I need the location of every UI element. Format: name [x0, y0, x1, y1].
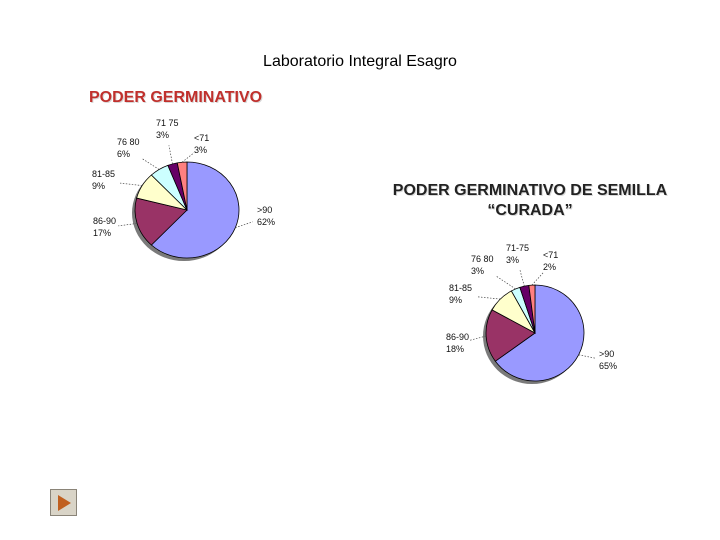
slice-label-name: 86-90 [446, 332, 469, 342]
slice-label-name: >90 [599, 349, 614, 359]
slice-label-percent: 3% [506, 255, 519, 265]
leader-line [118, 223, 138, 227]
chart-2-title: PODER GERMINATIVO DE SEMILLA “CURADA” [392, 182, 668, 219]
leader-line [141, 157, 160, 170]
slice-label-percent: 2% [543, 262, 556, 272]
leader-line [477, 296, 501, 300]
slice-label-percent: 9% [449, 295, 462, 305]
leader-line [120, 182, 143, 186]
slice-label-name: <71 [543, 250, 558, 260]
slice-label-name: 71 75 [156, 118, 179, 128]
play-triangle-icon [58, 495, 71, 511]
slice-label-percent: 6% [117, 149, 130, 159]
leader-line [531, 272, 544, 286]
leader-line [578, 354, 596, 359]
slice-label-name: 81-85 [92, 169, 115, 179]
page-title: Laboratorio Integral Esagro [263, 53, 457, 70]
slice-label-name: 71-75 [506, 243, 529, 253]
pie-slice-6 [176, 161, 188, 211]
slice-label-percent: 3% [156, 130, 169, 140]
slice-label-name: 76 80 [117, 137, 140, 147]
leader-line [235, 221, 253, 229]
slice-label-name: 76 80 [471, 254, 494, 264]
slice-label-percent: 65% [599, 361, 617, 371]
leader-line [181, 152, 195, 163]
slice-label-percent: 18% [446, 344, 464, 354]
leader-line [168, 145, 173, 164]
slice-label-percent: 3% [471, 266, 484, 276]
next-slide-button[interactable] [50, 489, 77, 516]
slice-label-percent: 9% [92, 181, 105, 191]
slice-label-percent: 3% [194, 145, 207, 155]
slice-label-percent: 62% [257, 217, 275, 227]
slice-label-percent: 17% [93, 228, 111, 238]
slice-label-name: 81-85 [449, 283, 472, 293]
slice-label-name: >90 [257, 205, 272, 215]
pie-slice-1 [494, 284, 585, 382]
slice-label-name: <71 [194, 133, 209, 143]
leader-line [519, 268, 525, 287]
chart-1-title: PODER GERMINATIVO [89, 89, 263, 106]
slice-label-name: 86-90 [93, 216, 116, 226]
leader-line [496, 276, 516, 290]
